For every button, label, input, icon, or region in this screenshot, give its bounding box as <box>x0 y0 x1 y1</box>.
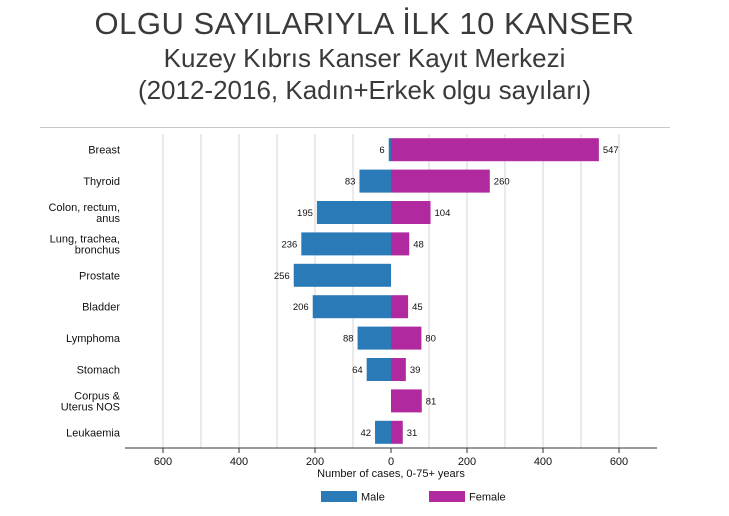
data-label-female: 80 <box>425 334 436 345</box>
grid-lines <box>162 134 620 448</box>
data-label-female: 81 <box>426 396 437 407</box>
data-label-male: 83 <box>345 177 356 188</box>
x-axis-ticks: 600 400 200 0 200 400 600 <box>154 448 628 468</box>
data-label-female: 45 <box>412 302 423 313</box>
category-label: Uterus NOS <box>61 401 120 413</box>
data-label-male: 88 <box>343 334 354 345</box>
bar-female <box>391 138 599 162</box>
bar-male <box>366 358 391 381</box>
legend: Male Female <box>321 491 506 504</box>
legend-label-male: Male <box>361 492 385 504</box>
data-label-male: 42 <box>360 428 371 439</box>
data-label-female: 260 <box>494 177 510 188</box>
bar-male <box>312 295 391 319</box>
legend-swatch-male <box>321 491 357 502</box>
legend-label-female: Female <box>469 492 506 504</box>
legend-swatch-female <box>429 491 465 502</box>
category-label: bronchus <box>75 244 121 256</box>
x-tick-label: 600 <box>154 456 172 468</box>
bar-male <box>388 138 391 162</box>
category-label: Corpus & <box>74 390 121 402</box>
bar-female <box>391 358 406 381</box>
data-label-female: 104 <box>435 208 451 219</box>
bar-male <box>357 326 391 350</box>
category-label: Thyroid <box>83 176 120 188</box>
data-label-female: 48 <box>413 239 424 250</box>
data-label-female: 31 <box>407 428 418 439</box>
data-label-male: 206 <box>293 302 309 313</box>
x-tick-label: 0 <box>388 456 394 468</box>
category-label: Prostate <box>79 270 120 282</box>
data-label-male: 6 <box>379 145 384 156</box>
category-label: Colon, rectum, <box>48 202 120 214</box>
bar-male <box>316 201 391 224</box>
data-labels: 6 547 83 260 195 104 236 48 256 206 45 88 80 64 39 81 42… <box>274 145 619 439</box>
bar-female <box>391 232 410 256</box>
x-tick-label: 200 <box>306 456 324 468</box>
category-label: Lung, trachea, <box>50 233 120 245</box>
bar-male <box>293 263 391 287</box>
bars <box>293 138 599 444</box>
bar-female <box>391 201 431 224</box>
category-label: Leukaemia <box>66 427 121 439</box>
bar-female <box>391 389 422 413</box>
bar-male <box>359 169 391 193</box>
x-axis-title: Number of cases, 0-75+ years <box>317 468 465 480</box>
x-tick-label: 600 <box>610 456 628 468</box>
category-label: Breast <box>88 145 120 157</box>
data-label-male: 195 <box>297 208 313 219</box>
bar-male <box>301 232 391 256</box>
bar-female <box>391 169 490 193</box>
data-label-male: 64 <box>352 365 363 376</box>
title-divider <box>40 127 670 128</box>
data-label-female: 39 <box>410 365 421 376</box>
category-labels: Breast Thyroid Colon, rectum,anus Lung, tra… <box>48 145 120 440</box>
cancer-butterfly-chart: 6 547 83 260 195 104 236 48 256 206 45 88 80 64 39 81 42… <box>40 128 670 516</box>
title-block: OLGU SAYILARIYLA İLK 10 KANSER Kuzey Kıb… <box>0 6 729 106</box>
bar-female <box>391 295 409 319</box>
bar-female <box>391 420 403 444</box>
page-title: OLGU SAYILARIYLA İLK 10 KANSER <box>94 6 635 41</box>
data-label-male: 236 <box>281 239 297 250</box>
data-label-male: 256 <box>274 271 290 282</box>
category-label: anus <box>96 213 120 225</box>
page-subtitle-period: (2012-2016, Kadın+Erkek olgu sayıları) <box>137 75 592 105</box>
data-label-female: 547 <box>603 145 619 156</box>
x-tick-label: 400 <box>534 456 552 468</box>
category-label: Lymphoma <box>66 333 121 345</box>
x-tick-label: 200 <box>458 456 476 468</box>
bar-male <box>375 420 391 444</box>
category-label: Bladder <box>82 302 120 314</box>
page-subtitle-registry: Kuzey Kıbrıs Kanser Kayıt Merkezi <box>163 43 566 73</box>
bar-female <box>391 326 422 350</box>
category-label: Stomach <box>77 365 120 377</box>
x-tick-label: 400 <box>230 456 248 468</box>
